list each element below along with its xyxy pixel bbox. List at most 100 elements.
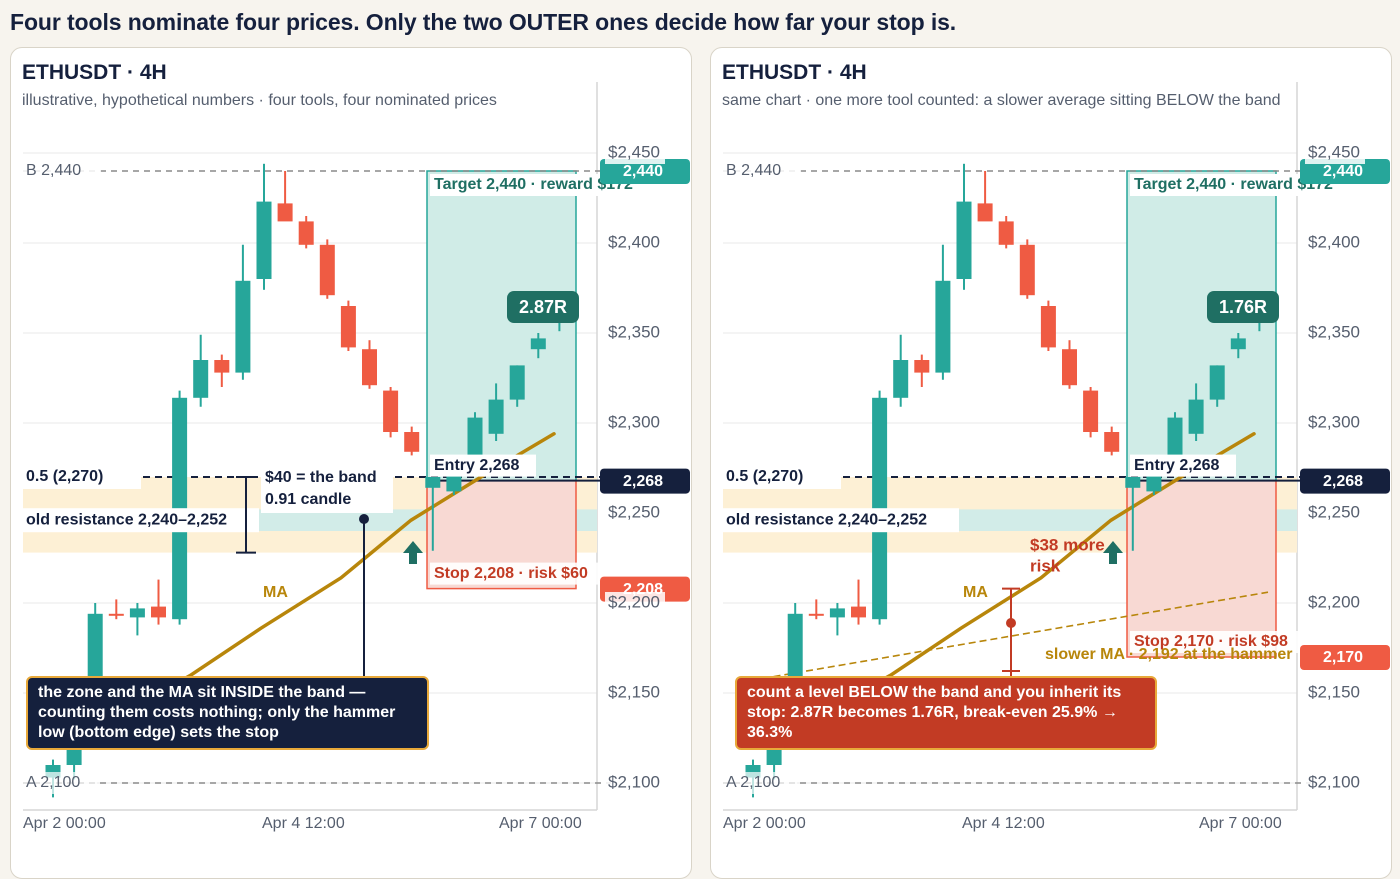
y-tick-bg [1305, 772, 1365, 794]
band-note-line2: 0.91 candle [265, 491, 351, 508]
candle-body [956, 201, 972, 279]
r-badge [1207, 291, 1279, 323]
y-tick-label: $2,350 [1308, 322, 1360, 341]
candle-body [998, 221, 1014, 245]
target-price-tag [1300, 159, 1390, 184]
candle-body [277, 203, 293, 222]
candle-body [383, 390, 399, 432]
y-tick-bg [1305, 142, 1365, 164]
candle-body [319, 244, 335, 296]
candle-body [1104, 432, 1120, 452]
candle-body [893, 360, 909, 398]
y-tick-bg [1305, 502, 1365, 524]
band-note-line1: $40 = the band [265, 469, 377, 486]
candle-body [362, 349, 377, 386]
stop-label: Stop 2,170 · risk $98 [1134, 633, 1288, 650]
a-label-bg [23, 772, 97, 794]
a-level-label: A 2,100 [26, 774, 80, 791]
r-badge-label: 1.76R [1219, 297, 1267, 317]
y-tick-label: $2,200 [608, 592, 660, 611]
y-tick-bg [1305, 592, 1365, 614]
ma-label: MA [263, 584, 288, 601]
callout-leader-dot [359, 514, 369, 524]
left-panel-subtitle: illustrative, hypothetical numbers · fou… [22, 92, 497, 109]
y-tick-label: $2,400 [1308, 232, 1360, 251]
fib-label: 0.5 (2,270) [726, 468, 803, 485]
ma-label: MA [963, 584, 988, 601]
candle-body [108, 613, 124, 616]
candle-body [298, 221, 314, 245]
zone-label: old resistance 2,240–2,252 [26, 511, 227, 528]
stop-box [1126, 479, 1277, 658]
a-label-bg [723, 772, 797, 794]
right-panel-subtitle: same chart · one more tool counted: a sl… [722, 92, 1281, 109]
y-tick-bg [1305, 412, 1365, 434]
entry-price-label: 2,268 [623, 473, 663, 490]
entry-price-label: 2,268 [1323, 473, 1363, 490]
y-tick-label: $2,300 [608, 412, 660, 431]
candle-body [1062, 349, 1077, 386]
y-tick-bg [605, 502, 665, 524]
candle-body [530, 338, 546, 350]
b-level-label: B 2,440 [26, 162, 81, 179]
y-tick-bg [605, 682, 665, 704]
target-label: Target 2,440 · reward $172 [434, 176, 633, 193]
candle-body [425, 477, 441, 488]
stop-label-bg [430, 562, 600, 585]
candle-body [1125, 477, 1141, 488]
candle-body [193, 360, 209, 398]
y-tick-bg [605, 142, 665, 164]
candle-body [1040, 306, 1056, 348]
y-tick-bg [605, 322, 665, 344]
stop-label: Stop 2,208 · risk $60 [434, 565, 588, 582]
y-tick-bg [605, 772, 665, 794]
candle-body [256, 201, 272, 279]
slow-ma-label: slower MA · 2,192 at the hammer [1045, 646, 1293, 663]
y-tick-bg [1305, 322, 1365, 344]
target-price-tag [600, 159, 690, 184]
candle-body [404, 432, 420, 452]
y-tick-label: $2,300 [1308, 412, 1360, 431]
hammer-arrow-icon [403, 541, 423, 564]
entry-price-tag [1300, 468, 1390, 494]
candle-body [129, 608, 145, 618]
candle-body [851, 606, 866, 618]
zone-label-bg [23, 508, 259, 533]
r-badge [507, 291, 579, 323]
left-panel-title: ETHUSDT · 4H [22, 61, 167, 84]
stop-price-label: 2,170 [1323, 649, 1363, 666]
b-label-bg [23, 160, 101, 182]
entry-label-bg [1130, 454, 1236, 477]
left-chart-panel: ETHUSDT · 4H illustrative, hypothetical … [10, 47, 692, 879]
stop-label-bg [1130, 631, 1300, 653]
candle-body [1230, 338, 1246, 350]
zone-label: old resistance 2,240–2,252 [726, 511, 927, 528]
x-tick-label: Apr 4 12:00 [962, 815, 1045, 832]
fib-label-bg [723, 465, 841, 489]
y-tick-label: $2,250 [608, 502, 660, 521]
right-panel-title: ETHUSDT · 4H [722, 61, 867, 84]
candle-body [935, 280, 951, 373]
target-label-bg [430, 174, 642, 196]
band-note-bg [261, 465, 393, 513]
a-level-label: A 2,100 [726, 774, 780, 791]
b-label-bg [723, 160, 801, 182]
entry-label: Entry 2,268 [1134, 457, 1219, 474]
candle-body [808, 613, 824, 616]
candle-body [1019, 244, 1035, 296]
y-tick-label: $2,100 [1308, 772, 1360, 791]
y-tick-label: $2,450 [608, 142, 660, 161]
right-callout: count a level BELOW the band and you inh… [735, 676, 1157, 750]
target-label: Target 2,440 · reward $172 [1134, 176, 1333, 193]
y-tick-label: $2,350 [608, 322, 660, 341]
b-level-label: B 2,440 [726, 162, 781, 179]
target-label-bg [1130, 174, 1342, 196]
x-tick-label: Apr 2 00:00 [23, 815, 106, 832]
x-tick-label: Apr 7 00:00 [1199, 815, 1282, 832]
candle-body [1083, 390, 1099, 432]
slow-ma-line [740, 591, 1269, 683]
candle-body [1188, 399, 1204, 434]
ma-line [825, 432, 1256, 713]
y-tick-label: $2,200 [1308, 592, 1360, 611]
r-badge-label: 2.87R [519, 297, 567, 317]
